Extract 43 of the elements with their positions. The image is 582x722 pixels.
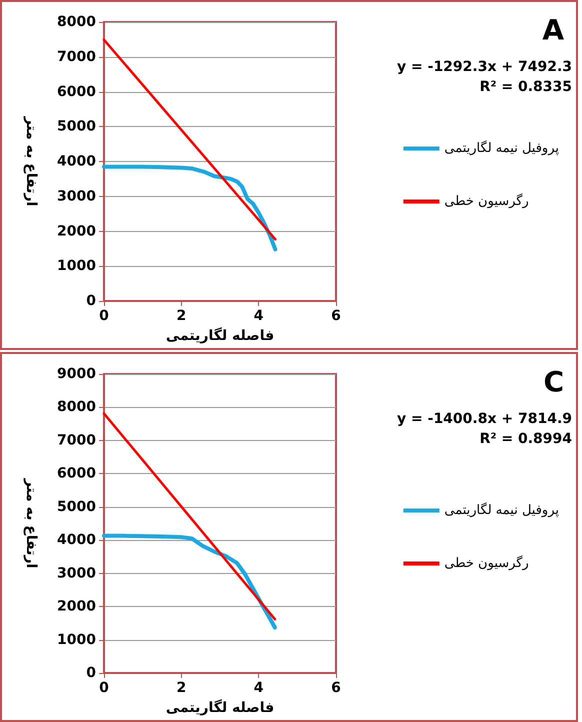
legend-label: پروفیل نیمه لگاریتمی	[444, 502, 560, 518]
x-tick-label: 6	[331, 680, 341, 696]
x-tick-label: 0	[99, 308, 110, 324]
x-tick-label: 4	[254, 308, 264, 324]
y-tick-label: 3000	[57, 188, 96, 204]
legend-label: رگرسیون خطی	[444, 555, 529, 571]
y-tick-label: 7000	[57, 48, 96, 65]
x-axis-title: فاصله لگاریتمی	[166, 699, 274, 716]
text: y = -1400.8x + 7814.9	[397, 411, 572, 427]
y-tick-label: 6000	[57, 466, 96, 482]
x-tick-label: 0	[99, 680, 110, 696]
y-tick-label: 1000	[57, 258, 96, 274]
line-series	[102, 534, 277, 630]
y-axis-title: ارتفاع به متر	[23, 116, 39, 206]
y-tick-label: 0	[86, 665, 96, 681]
y-tick-label: 3000	[57, 565, 96, 582]
y-tick-label: 5000	[57, 118, 96, 135]
y-tick-label: 5000	[57, 498, 96, 515]
x-tick-label: 6	[331, 308, 341, 324]
y-tick-label: 7000	[57, 432, 96, 448]
text: A	[542, 14, 564, 46]
legend-label: پروفیل نیمه لگاریتمی	[444, 140, 560, 156]
text: y = -1292.3x + 7492.3	[397, 59, 572, 75]
x-axis-title: فاصله لگاریتمی	[166, 327, 274, 344]
y-tick-label: 8000	[57, 399, 96, 416]
y-tick-label: 2000	[57, 223, 96, 240]
legend-label: رگرسیون خطی	[444, 193, 529, 209]
y-axis-title: ارتفاع به متر	[23, 478, 39, 568]
x-tick-label: 2	[176, 680, 186, 696]
text: R² = 0.8994	[480, 431, 572, 447]
y-tick-label: 1000	[57, 632, 96, 648]
text: R² = 0.8335	[480, 79, 572, 95]
y-tick-label: 6000	[57, 84, 96, 100]
y-tick-label: 8000	[57, 14, 96, 30]
y-tick-label: 9000	[57, 366, 96, 382]
y-tick-label: 4000	[57, 532, 96, 548]
x-tick-label: 4	[254, 680, 264, 696]
y-tick-label: 2000	[57, 598, 96, 615]
x-tick-label: 2	[176, 308, 186, 324]
text: C	[543, 366, 564, 398]
y-tick-label: 0	[86, 293, 96, 309]
y-tick-label: 4000	[57, 154, 96, 170]
line-series	[102, 164, 278, 252]
